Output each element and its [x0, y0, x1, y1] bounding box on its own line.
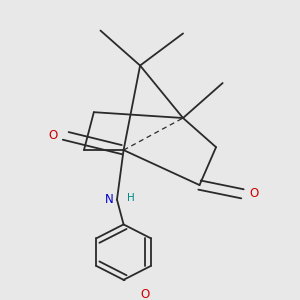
Text: O: O [249, 187, 258, 200]
Text: N: N [105, 193, 114, 206]
Text: O: O [140, 288, 149, 300]
Text: O: O [48, 129, 58, 142]
Text: H: H [127, 193, 135, 203]
